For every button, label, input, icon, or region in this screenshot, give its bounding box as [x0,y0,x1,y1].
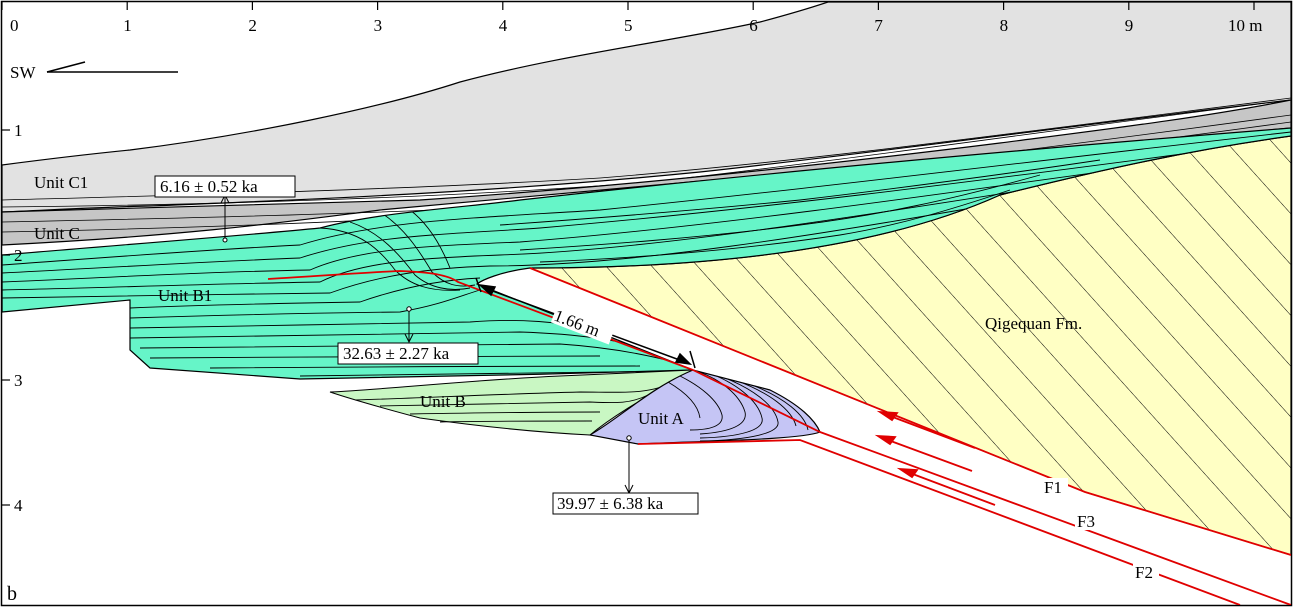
x-tick-label: 10 m [1228,16,1262,35]
unit-c-layer [2,99,1291,246]
fault-f3-trace [692,369,1291,605]
x-tick-label: 6 [749,16,758,35]
fault-f1-label: F1 [1044,478,1062,497]
x-tick-label: 9 [1125,16,1134,35]
fault-slip-arrows [874,410,996,506]
y-tick-label: 4 [14,496,23,515]
orientation-label: SW [10,63,36,82]
unit-a-layer [588,369,821,445]
age-label-3: 39.97 ± 6.38 ka [557,494,664,513]
age-box-1 [154,175,296,198]
unit-b1-label: Unit B1 [158,286,212,305]
x-tick-label: 1 [123,16,132,35]
unit-c-label: Unit C [34,224,80,243]
unit-b-layer [329,369,694,436]
x-tick-label: 3 [374,16,383,35]
x-tick-label: 4 [499,16,508,35]
y-tick-label: 3 [14,371,23,390]
fault-f1-trace [529,267,1291,556]
x-tick-label: 8 [1000,16,1009,35]
sw-orientation-arrow [46,61,178,73]
fault-upper-trace [267,270,694,371]
age-box-2 [337,342,479,365]
x-tick-label: 2 [248,16,257,35]
fault-f3-label: F3 [1077,512,1095,531]
age-label-1: 6.16 ± 0.52 ka [160,177,258,196]
fault-f2-label: F2 [1135,563,1153,582]
age-box-3 [552,492,699,515]
unit-c1-label: Unit C1 [34,173,88,192]
y-tick-label: 2 [14,246,23,265]
unit-a-label: Unit A [638,409,685,428]
unit-b-label: Unit B [420,392,466,411]
qigequan-label: Qigequan Fm. [985,314,1082,333]
x-tick-label: 0 [10,16,19,35]
fault-f2-trace [637,439,1241,605]
y-tick-label: 1 [14,121,23,140]
x-tick-label: 5 [624,16,633,35]
x-tick-label: 7 [874,16,883,35]
age-label-2: 32.63 ± 2.27 ka [343,344,450,363]
panel-letter: b [7,583,17,605]
